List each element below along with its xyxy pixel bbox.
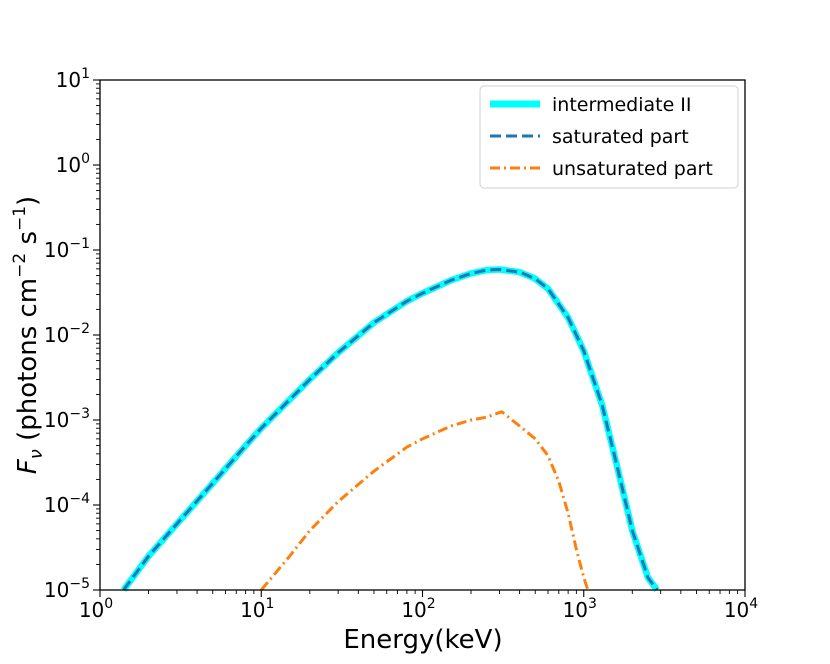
y-label-mid: s [13, 231, 43, 253]
y-label-subscript: ν [26, 449, 47, 459]
legend-label-intermediate: intermediate II [552, 94, 692, 116]
y-tick-label: 100 [56, 151, 90, 177]
y-label-end: ) [13, 196, 43, 206]
x-tick-label: 103 [563, 596, 597, 622]
series-layer [120, 266, 660, 592]
y-tick-label: 101 [56, 66, 90, 92]
series-line-saturated-part [122, 267, 659, 591]
legend-box [479, 85, 739, 189]
x-tick-label: 102 [401, 596, 435, 622]
legend-label-saturated: saturated part [552, 126, 689, 148]
y-tick-label: 10−1 [44, 236, 90, 262]
series-line-intermediate-ii [120, 266, 660, 592]
x-tick-label: 101 [240, 596, 274, 622]
y-label-symbol: F [13, 458, 43, 474]
y-tick-label: 10−3 [44, 406, 90, 432]
y-label-text: (photons cm [13, 278, 43, 449]
y-tick-label: 10−2 [44, 321, 90, 347]
x-axis: 100 101 102 103 104 [79, 590, 758, 622]
x-axis-label: Energy(keV) [343, 625, 502, 655]
series-line-unsaturated-part [260, 410, 590, 591]
x-tick-label: 100 [79, 596, 113, 622]
legend: intermediate II saturated part unsaturat… [479, 85, 739, 189]
y-tick-label: 10−4 [44, 491, 90, 517]
y-tick-label: 10−5 [44, 576, 90, 602]
legend-label-unsaturated: unsaturated part [552, 158, 713, 180]
y-label-exp1: −2 [10, 253, 30, 278]
y-axis-label: Fν (photons cm−2 s−1) [10, 196, 47, 474]
y-axis: 10−5 10−4 10−3 10−2 10−1 100 101 [44, 66, 100, 602]
y-label-exp2: −1 [10, 206, 30, 231]
x-tick-label: 104 [724, 596, 758, 622]
